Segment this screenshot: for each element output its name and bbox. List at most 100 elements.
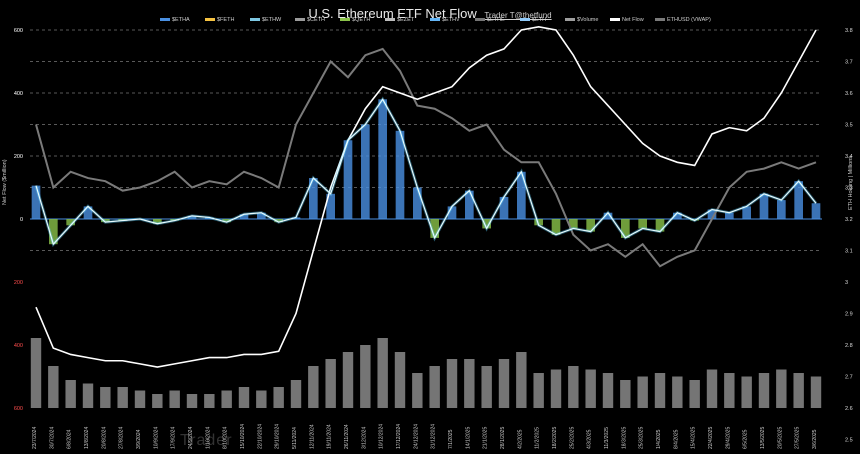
volume-bar <box>793 373 804 408</box>
left-tick-label: 600 <box>14 28 23 34</box>
x-tick-label: 8/4/2025 <box>673 429 679 449</box>
flow-bar <box>170 219 179 221</box>
volume-bar <box>221 390 232 408</box>
legend-label: ETHUSD (VWAP) <box>667 17 711 23</box>
legend-label: $EZET <box>397 17 415 23</box>
legend-swatch <box>205 18 215 22</box>
legend-item[interactable]: Net Flow <box>610 17 644 23</box>
x-tick-label: 4/2/2025 <box>517 429 523 449</box>
right-tick-label: 3.3 <box>845 186 853 192</box>
legend-item[interactable]: $Volume <box>565 17 598 23</box>
volume-bar <box>65 380 76 408</box>
volume-bar <box>464 359 475 408</box>
legend-item[interactable]: $ETH <box>520 17 546 23</box>
x-tick-label: 19/11/2024 <box>327 424 333 449</box>
right-tick-label: 3.1 <box>845 249 853 255</box>
volume-bar <box>186 394 198 408</box>
flow-bar <box>309 178 318 219</box>
volume-bar <box>654 373 666 408</box>
x-tick-label: 30/7/2024 <box>49 427 55 449</box>
x-tick-label: 26/11/2024 <box>344 424 350 449</box>
x-tick-label: 24/12/2024 <box>413 424 419 449</box>
left-tick-label: 400 <box>14 91 23 97</box>
flow-bar <box>707 209 717 219</box>
flow-bar <box>187 215 197 219</box>
volume-bar <box>568 366 579 408</box>
volume-bar <box>360 345 371 408</box>
flow-bar <box>118 219 127 221</box>
ethusd-vwap-line <box>35 47 817 268</box>
legend-swatch <box>475 18 485 22</box>
x-tick-label: 4/3/2025 <box>587 429 593 449</box>
flow-bar <box>378 99 387 219</box>
legend-swatch <box>655 18 665 22</box>
volume-bar <box>776 369 787 408</box>
x-tick-label: 14/1/2025 <box>465 427 471 449</box>
x-tick-label: 5/11/2024 <box>292 427 298 449</box>
volume-bar <box>724 373 735 408</box>
x-tick-label: 17/12/2024 <box>396 424 402 449</box>
flow-bar <box>794 181 803 219</box>
x-tick-label: 11/3/2025 <box>604 427 610 449</box>
legend-item[interactable]: $ETHW <box>250 17 281 23</box>
right-tick-label: 2.8 <box>845 343 853 349</box>
legend-item[interactable]: $EZET <box>385 17 414 23</box>
legend-item[interactable]: $ETHA <box>160 17 190 23</box>
x-tick-label: 3/9/2024 <box>136 429 142 449</box>
flow-bar <box>343 140 353 219</box>
x-tick-label: 22/4/2025 <box>708 427 714 449</box>
volume-bar <box>256 390 267 408</box>
legend-item[interactable]: $FETH <box>205 17 234 23</box>
flow-bar <box>725 212 734 219</box>
left-tick-label: 600 <box>14 406 23 412</box>
volume-bar <box>620 380 631 408</box>
x-tick-label: 8/10/2024 <box>223 427 229 449</box>
x-tick-label: 6/5/2025 <box>743 429 749 449</box>
flow-bar <box>274 219 283 223</box>
legend-swatch <box>565 18 575 22</box>
volume-bar <box>498 359 510 408</box>
legend-label: $Volume <box>577 17 599 23</box>
legend-swatch <box>385 18 395 22</box>
volume-bar <box>689 380 700 408</box>
left-tick-label: 200 <box>14 154 23 160</box>
volume-bar <box>342 352 354 408</box>
volume-bar <box>238 387 250 408</box>
right-tick-label: 2.9 <box>845 312 853 318</box>
legend-swatch <box>520 18 530 22</box>
x-tick-label: 10/12/2024 <box>379 424 385 449</box>
x-tick-label: 22/10/2024 <box>257 424 263 449</box>
x-tick-label: 31/12/2024 <box>431 424 437 449</box>
flow-bar <box>49 219 58 245</box>
x-tick-label: 21/1/2025 <box>483 427 489 449</box>
legend-item[interactable]: $ETHV <box>430 17 460 23</box>
volume-bar <box>273 387 284 408</box>
volume-bar <box>758 373 770 408</box>
legend-label: $FETH <box>217 17 235 23</box>
flow-bar <box>534 219 543 226</box>
volume-bar <box>30 338 42 408</box>
legend-item[interactable]: ETHUSD (VWAP) <box>655 17 711 23</box>
x-tick-label: 15/10/2024 <box>240 424 246 449</box>
legend-item[interactable]: $QETH <box>340 17 370 23</box>
x-tick-label: 24/9/2024 <box>188 427 194 449</box>
flow-bar <box>222 219 231 223</box>
right-tick-label: 3.7 <box>845 60 853 66</box>
flow-bar <box>465 190 474 219</box>
chart-subtitle[interactable]: Trader T@thetfund <box>484 11 552 20</box>
x-tick-label: 6/8/2024 <box>67 429 73 449</box>
volume-bar <box>637 376 648 408</box>
flow-bar <box>291 217 301 219</box>
x-tick-label: 18/3/2025 <box>621 427 627 449</box>
x-tick-label: 13/5/2025 <box>760 427 766 449</box>
legend-item[interactable]: $ETHE <box>475 17 505 23</box>
volume-bar <box>152 394 163 408</box>
flow-bar <box>777 200 786 219</box>
legend-label: $ETH <box>532 17 547 23</box>
legend-item[interactable]: $CETH <box>295 17 325 23</box>
volume-bar <box>290 380 302 408</box>
x-tick-label: 27/5/2025 <box>795 427 801 449</box>
flow-bar <box>430 219 439 238</box>
x-tick-label: 23/7/2024 <box>32 427 38 449</box>
